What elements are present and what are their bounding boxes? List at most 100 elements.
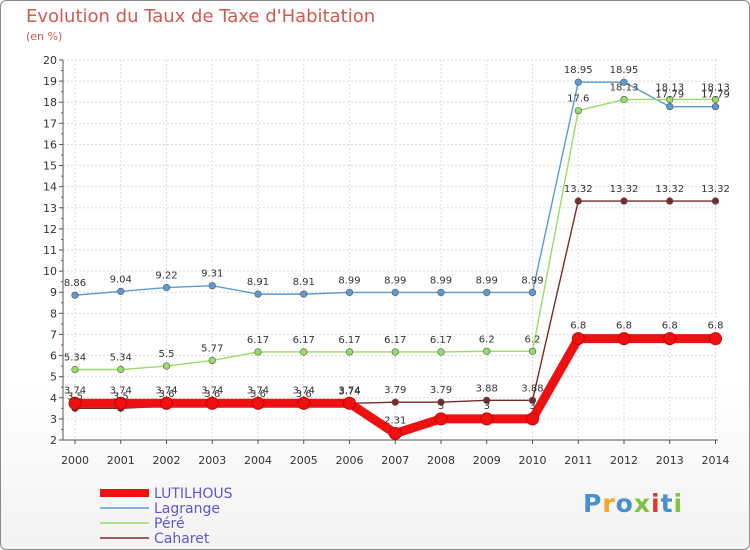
data-point xyxy=(297,396,311,410)
data-label: 6.17 xyxy=(247,335,269,346)
data-point xyxy=(663,332,677,346)
data-label: 5.5 xyxy=(159,349,175,360)
y-tick-label: 15 xyxy=(43,160,57,173)
data-point xyxy=(571,332,585,346)
y-tick-label: 17 xyxy=(43,117,57,130)
data-point xyxy=(345,288,354,297)
data-point xyxy=(574,107,582,115)
data-label: 6.17 xyxy=(430,335,452,346)
data-point xyxy=(114,396,128,410)
data-label: 8.91 xyxy=(247,277,269,288)
data-point xyxy=(434,412,448,426)
data-label: 17.79 xyxy=(701,90,730,101)
data-label: 3.88 xyxy=(521,383,543,394)
legend-label: Lagrange xyxy=(154,501,220,517)
logo-letter: i xyxy=(673,489,684,518)
data-label: 6.17 xyxy=(293,335,315,346)
data-point xyxy=(71,291,79,299)
y-tick-label: 11 xyxy=(43,244,57,257)
y-tick-label: 19 xyxy=(43,75,57,88)
data-label: 3.6 xyxy=(296,389,312,400)
data-label: 13.32 xyxy=(655,184,684,195)
logo-letter: x xyxy=(633,489,651,518)
data-point xyxy=(666,95,674,104)
x-tick-label: 2002 xyxy=(153,454,181,467)
y-tick-label: 8 xyxy=(50,307,57,320)
x-tick-label: 2014 xyxy=(702,454,730,467)
x-tick-label: 2006 xyxy=(336,454,364,467)
data-label: 3.79 xyxy=(384,385,406,396)
data-point xyxy=(251,396,265,410)
data-point xyxy=(437,348,445,356)
chart-subtitle: (en %) xyxy=(26,30,63,43)
data-label: 3.5 xyxy=(67,391,83,402)
data-label: 17.79 xyxy=(655,90,684,101)
data-label: 18.95 xyxy=(610,65,639,76)
data-point xyxy=(483,347,491,355)
logo-letter: P xyxy=(583,489,603,518)
x-tick-label: 2008 xyxy=(427,454,455,467)
data-point xyxy=(388,426,402,440)
data-point xyxy=(205,396,219,410)
data-point xyxy=(391,398,399,406)
data-label: 3.74 xyxy=(155,385,177,396)
x-tick-label: 2012 xyxy=(610,454,638,467)
y-tick-label: 10 xyxy=(43,265,57,278)
data-label: 8.99 xyxy=(521,275,543,286)
proxiti-logo: Proxiti xyxy=(583,489,683,518)
y-tick-label: 13 xyxy=(43,202,57,215)
data-label: 3.74 xyxy=(201,385,223,396)
data-label: 3.6 xyxy=(159,389,175,400)
y-tick-label: 5 xyxy=(50,371,57,384)
y-tick-label: 6 xyxy=(50,350,57,363)
data-point xyxy=(526,412,539,426)
y-tick-label: 20 xyxy=(43,54,57,67)
legend-label: LUTILHOUS xyxy=(154,486,233,502)
data-label: 3.6 xyxy=(250,389,266,400)
y-tick-label: 9 xyxy=(50,286,57,299)
data-label: 6.17 xyxy=(384,335,406,346)
data-point xyxy=(483,288,491,297)
data-label: 5.77 xyxy=(201,343,223,354)
data-point xyxy=(68,396,82,410)
data-label: 9.22 xyxy=(155,271,177,282)
data-label: 6.2 xyxy=(479,334,495,345)
data-point xyxy=(617,332,631,346)
data-label: 18.95 xyxy=(564,65,593,76)
data-point xyxy=(208,356,216,365)
data-point xyxy=(620,95,628,104)
data-label: 6.8 xyxy=(662,321,678,332)
data-label: 8.99 xyxy=(476,275,498,286)
data-point xyxy=(666,103,674,111)
data-label: 6.8 xyxy=(616,321,632,332)
data-label: 8.99 xyxy=(430,275,452,286)
data-label: 6.2 xyxy=(525,334,541,345)
data-point xyxy=(391,348,399,356)
series-layer xyxy=(68,78,722,440)
x-tick-label: 2009 xyxy=(473,454,501,467)
legend-label: Péré xyxy=(154,516,185,532)
y-tick-label: 14 xyxy=(43,181,57,194)
data-label: 3 xyxy=(484,401,490,412)
x-tick-label: 2010 xyxy=(519,454,547,467)
data-label: 5.34 xyxy=(110,352,132,363)
data-point xyxy=(208,282,216,290)
y-tick-label: 12 xyxy=(43,223,57,236)
data-point xyxy=(437,288,445,297)
y-tick-label: 18 xyxy=(43,96,57,109)
y-tick-label: 4 xyxy=(50,392,57,405)
data-label-layer: 8.86 9.04 9.22 9.31 8.91 8.91 8.99 8.99 8.99 8.99… xyxy=(64,65,730,426)
data-point xyxy=(620,197,628,205)
data-point xyxy=(117,365,125,374)
data-label: 8.91 xyxy=(293,277,315,288)
y-tick-label: 2 xyxy=(50,434,57,447)
data-point xyxy=(254,290,262,298)
data-label: 3.74 xyxy=(293,385,315,396)
data-point xyxy=(711,95,720,104)
x-tick-label: 2011 xyxy=(564,454,592,467)
data-label: 3.5 xyxy=(113,391,129,402)
x-tick-label: 2005 xyxy=(290,454,318,467)
data-point xyxy=(711,103,720,111)
x-tick-label: 2000 xyxy=(61,454,89,467)
y-tick-label: 3 xyxy=(50,413,57,426)
